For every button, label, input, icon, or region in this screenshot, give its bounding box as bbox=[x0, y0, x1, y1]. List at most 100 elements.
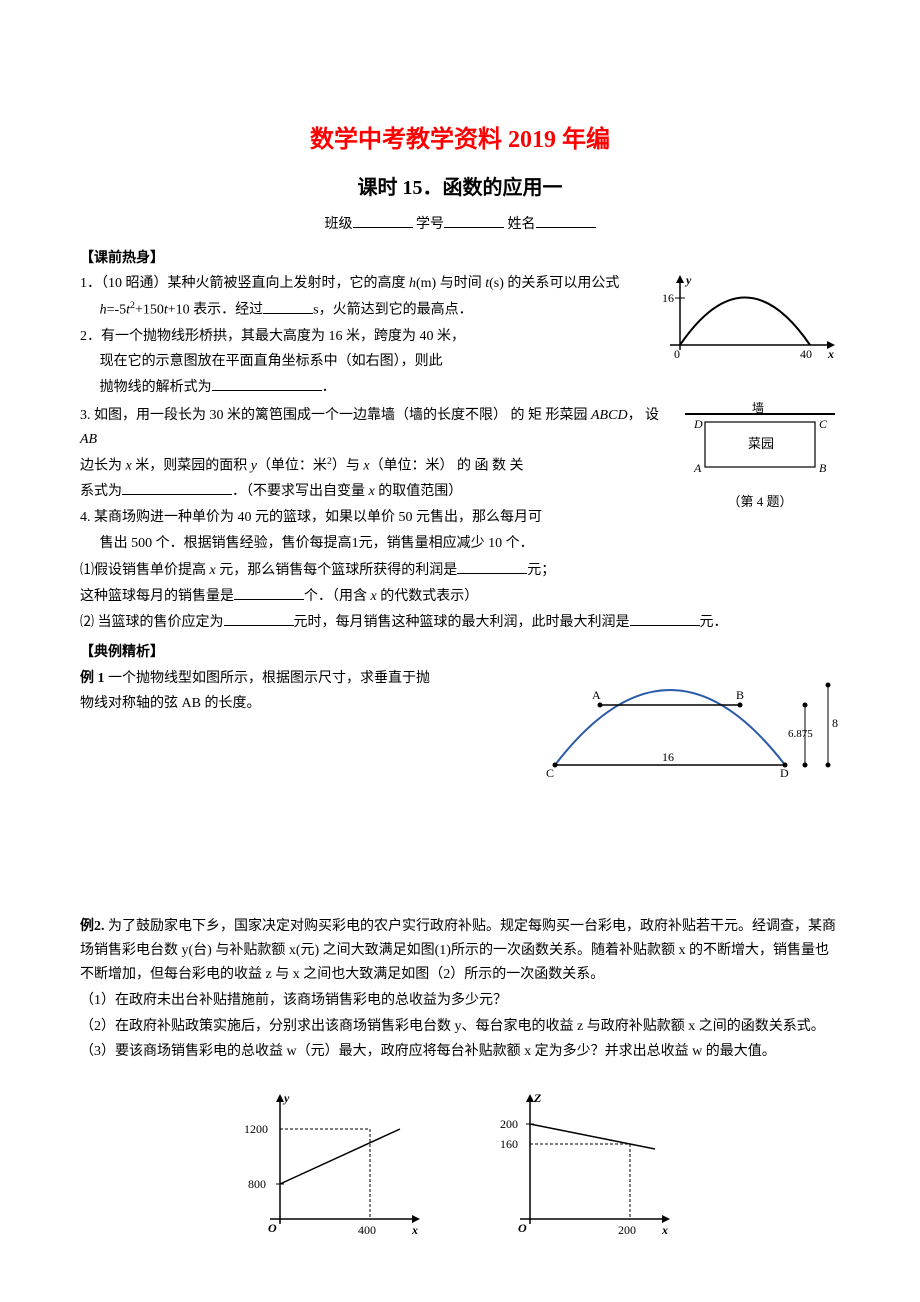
sub-title: 课时 15．函数的应用一 bbox=[80, 171, 840, 205]
ex2-q2: （2）在政府补贴政策实施后，分别求出该商场销售彩电台数 y、每台家电的收益 z … bbox=[80, 1015, 840, 1039]
section-warmup: 【课前热身】 bbox=[80, 247, 840, 271]
c1-y: y bbox=[282, 1091, 290, 1105]
q3d: 米，则菜园的面积 bbox=[132, 458, 251, 473]
blank-class bbox=[353, 227, 413, 228]
q4h: 的代数式表示） bbox=[377, 589, 479, 604]
pt-B: B bbox=[736, 688, 744, 702]
q4k: 元． bbox=[700, 615, 728, 630]
q1d: =-5 bbox=[107, 303, 127, 318]
fig4-caption: （第 4 题） bbox=[680, 491, 840, 513]
blank-q4c bbox=[224, 612, 294, 626]
ex2-label: 例2. bbox=[80, 919, 108, 934]
ex2-q3: （3）要该商场销售彩电的总收益 w（元）最大，政府应将每台补贴款额 x 定为多少… bbox=[80, 1040, 840, 1064]
blank-q4d bbox=[630, 612, 700, 626]
section-examples: 【典例精析】 bbox=[80, 641, 840, 665]
label-name: 姓名 bbox=[508, 217, 536, 232]
bridge-svg: 16 40 0 x y bbox=[650, 270, 840, 365]
q1g: s，火箭达到它的最高点． bbox=[313, 303, 472, 318]
student-info: 班级 学号 姓名 bbox=[80, 213, 840, 237]
q1c: (s) 的关系可以用公式 bbox=[489, 276, 619, 291]
q4d: 元，那么销售每个篮球所获得的利润是 bbox=[216, 563, 458, 578]
q4e: 元； bbox=[527, 563, 555, 578]
q3a: 3. 如图，用一段长为 30 米的篱笆围成一个一边靠墙（墙的长度不限） 的 矩 … bbox=[80, 408, 591, 423]
main-title: 数学中考教学资料 2019 年编 bbox=[80, 120, 840, 161]
blank-name bbox=[536, 227, 596, 228]
ex1-line2: 物线对称轴的弦 AB 的长度。 bbox=[80, 692, 540, 716]
corner-D: D bbox=[693, 417, 703, 431]
var-ABCD: ABCD bbox=[591, 408, 628, 423]
q4c: ⑴假设销售单价提高 bbox=[80, 563, 210, 578]
ex2-line1: 例2. 为了鼓励家电下乡，国家决定对购买彩电的农户实行政府补贴。规定每购买一台彩… bbox=[80, 915, 840, 986]
c1-o: O bbox=[268, 1221, 277, 1235]
q1f: +10 表示．经过 bbox=[168, 303, 263, 318]
q4-line4: 这种篮球每月的销售量是个．（用含 x 的代数式表示） bbox=[80, 585, 840, 609]
q4j: 元时，每月销售这种篮球的最大利润，此时最大利润是 bbox=[294, 615, 630, 630]
corner-C: C bbox=[819, 417, 828, 431]
wall-label: 墙 bbox=[752, 402, 764, 415]
q3e: （单位：米 bbox=[257, 458, 327, 473]
c2-z: Z bbox=[533, 1091, 542, 1105]
q1e: +150 bbox=[135, 303, 164, 318]
q1a: 1．（10 昭通）某种火箭被竖直向上发射时，它的高度 bbox=[80, 276, 409, 291]
q1-line1: 1．（10 昭通）某种火箭被竖直向上发射时，它的高度 h(m) 与时间 t(s)… bbox=[80, 272, 650, 296]
q2-line1: 2．有一个抛物线形桥拱，其最大高度为 16 米，跨度为 40 米， bbox=[80, 325, 650, 349]
pt-D: D bbox=[780, 766, 789, 780]
label-num: 学号 bbox=[416, 217, 444, 232]
pt-C: C bbox=[546, 766, 554, 780]
q2d: ． bbox=[322, 380, 336, 395]
c1-y800: 800 bbox=[248, 1177, 266, 1191]
garden-label: 菜园 bbox=[748, 436, 774, 451]
q4-line5: ⑵ 当篮球的售价应定为 元时，每月销售这种篮球的最大利润，此时最大利润是 元． bbox=[80, 611, 840, 635]
c1-y1200: 1200 bbox=[244, 1122, 268, 1136]
corner-A: A bbox=[693, 461, 702, 475]
charts-row: y x O 800 1200 400 Z x O 200 160 200 bbox=[80, 1084, 840, 1244]
blank-q3 bbox=[122, 481, 232, 495]
pt-A: A bbox=[592, 688, 601, 702]
chart2-svg: Z x O 200 160 200 bbox=[490, 1084, 680, 1244]
blank-q1 bbox=[263, 300, 313, 314]
q4g: 个．（用含 bbox=[304, 589, 371, 604]
origin-0: 0 bbox=[674, 347, 680, 361]
c1-x400: 400 bbox=[358, 1223, 376, 1237]
q3f: ）与 bbox=[332, 458, 364, 473]
q1b: (m) 与时间 bbox=[416, 276, 485, 291]
c2-o: O bbox=[518, 1221, 527, 1235]
c1-x: x bbox=[411, 1223, 418, 1237]
q3i: ．（不要求写出自变量 bbox=[232, 484, 369, 499]
var-h2: h bbox=[100, 303, 107, 318]
q3g: （单位：米） 的 函 数 关 bbox=[370, 458, 524, 473]
q3c: 边长为 bbox=[80, 458, 126, 473]
q3j: 的取值范围） bbox=[375, 484, 463, 499]
y-axis-label: y bbox=[684, 273, 692, 287]
corner-B: B bbox=[819, 461, 827, 475]
figure-bridge: 16 40 0 x y bbox=[650, 270, 840, 374]
ex1b: 一个抛物线型如图所示，根据图示尺寸，求垂直于抛 bbox=[108, 671, 430, 686]
c2-y160: 160 bbox=[500, 1137, 518, 1151]
c2-x200: 200 bbox=[618, 1223, 636, 1237]
ex2b: 为了鼓励家电下乡，国家决定对购买彩电的农户实行政府补贴。规定每购买一台彩电，政府… bbox=[80, 919, 836, 982]
label-class: 班级 bbox=[325, 217, 353, 232]
ex1-label: 例 1 bbox=[80, 671, 108, 686]
chart1-svg: y x O 800 1200 400 bbox=[240, 1084, 430, 1244]
figure-garden-box: 墙 菜园 D C A B （第 4 题） bbox=[680, 402, 840, 513]
figure-ex1: A B C D 16 6.875 8 bbox=[540, 665, 840, 794]
ex2-q1: （1）在政府未出台补贴措施前，该商场销售彩电的总收益为多少元？ bbox=[80, 989, 840, 1013]
dim-16: 16 bbox=[662, 750, 674, 764]
ytick-16: 16 bbox=[662, 291, 674, 305]
q2-line3: 抛物线的解析式为 ． bbox=[80, 376, 650, 400]
q4f: 这种篮球每月的销售量是 bbox=[80, 589, 234, 604]
x-axis-label: x bbox=[827, 347, 834, 361]
q2c: 抛物线的解析式为 bbox=[100, 380, 212, 395]
q1-line2: h=-5t2+150t+10 表示．经过s，火箭达到它的最高点． bbox=[80, 298, 650, 322]
blank-num bbox=[444, 227, 504, 228]
blank-q2 bbox=[212, 377, 322, 391]
var-AB: AB bbox=[80, 432, 97, 447]
q4-line3: ⑴假设销售单价提高 x 元，那么销售每个篮球所获得的利润是元； bbox=[80, 559, 840, 583]
c2-y200: 200 bbox=[500, 1117, 518, 1131]
ex1-svg: A B C D 16 6.875 8 bbox=[540, 665, 840, 785]
q4i: ⑵ 当篮球的售价应定为 bbox=[80, 615, 224, 630]
blank-q4b bbox=[234, 586, 304, 600]
q3h: 系式为 bbox=[80, 484, 122, 499]
dim-8: 8 bbox=[832, 716, 838, 730]
q2-line2: 现在它的示意图放在平面直角坐标系中（如右图），则此 bbox=[80, 350, 650, 374]
